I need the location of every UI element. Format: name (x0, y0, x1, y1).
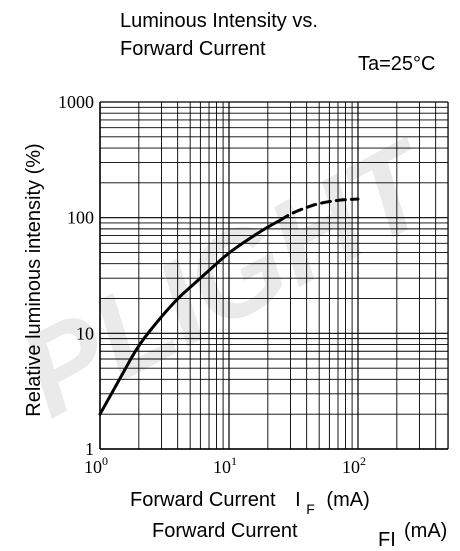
x-axis-label-symbol: I (295, 489, 301, 511)
x-axis-label2-main: Forward Current (152, 520, 298, 542)
series-group (98, 197, 360, 416)
x-axis-label-sub: F (306, 501, 315, 517)
chart-title-line1: Luminous Intensity vs. (120, 10, 318, 32)
series-line-dashed (278, 197, 360, 222)
y-axis-label: Relative luminous intensity (%) (23, 143, 45, 416)
y-tick-label: 10 (76, 323, 94, 343)
x-axis-label-secondary: Forward Current (152, 520, 298, 542)
x-axis-label-unit: (mA) (326, 489, 369, 511)
y-tick-label: 1 (85, 439, 94, 459)
x-tick-label: 101 (213, 454, 237, 477)
x-tick-label: 100 (84, 454, 108, 477)
condition-label: Ta=25°C (358, 53, 436, 75)
tick-labels: 1 10 100 1000 100 101 102 (58, 92, 366, 477)
grid (99, 101, 449, 450)
x-axis-label: Forward Current I F (mA) (130, 489, 370, 519)
y-tick-label: 1000 (58, 92, 94, 112)
x-axis-label2-unit: (mA) (404, 520, 447, 542)
x-axis-label-main: Forward Current (130, 489, 276, 511)
y-tick-label: 100 (67, 208, 94, 228)
x-tick-label: 102 (342, 454, 366, 477)
x-axis-label2-symbol: FI (378, 529, 396, 551)
chart-title-line2: Forward Current (120, 38, 266, 60)
series-line-solid (98, 218, 282, 416)
